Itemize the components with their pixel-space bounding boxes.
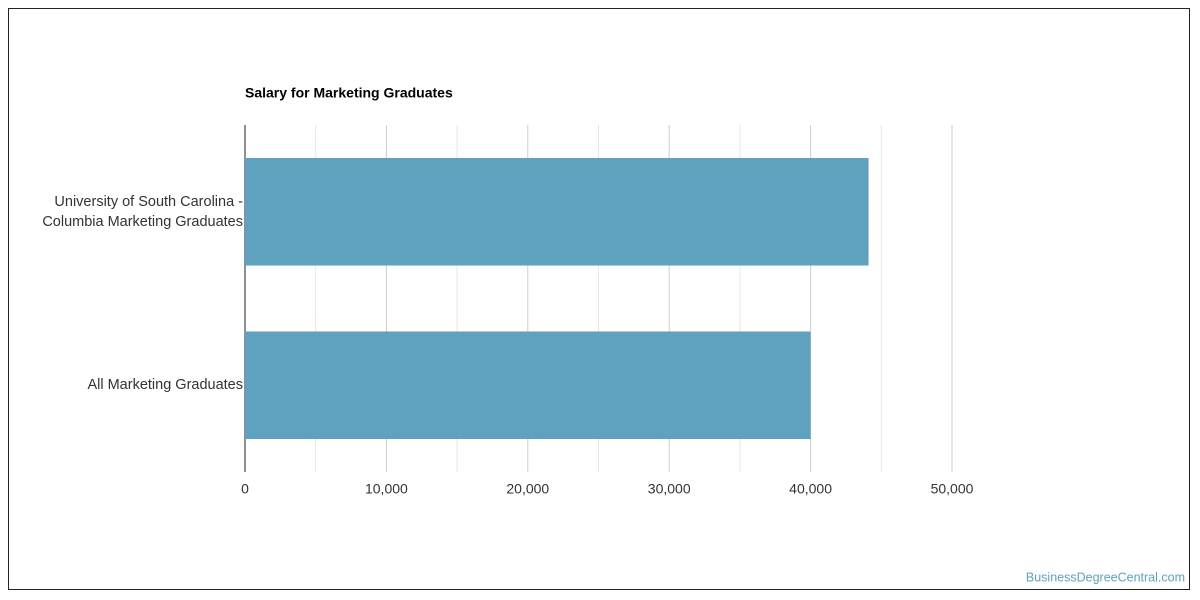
chart-title: Salary for Marketing Graduates: [245, 85, 453, 101]
y-tick-label: University of South Carolina - Columbia …: [42, 193, 243, 230]
x-tick-label: 20,000: [506, 481, 549, 497]
frame: [8, 8, 1190, 590]
x-tick-label: 10,000: [365, 481, 408, 497]
watermark: BusinessDegreeCentral.com: [1026, 570, 1185, 584]
bar: [245, 157, 869, 266]
x-tick-label: 50,000: [931, 481, 974, 497]
x-tick-label: 40,000: [789, 481, 832, 497]
y-tick-label: All Marketing Graduates: [87, 377, 243, 394]
bar: [245, 331, 811, 440]
x-tick-label: 30,000: [648, 481, 691, 497]
x-tick-label: 0: [241, 481, 249, 497]
